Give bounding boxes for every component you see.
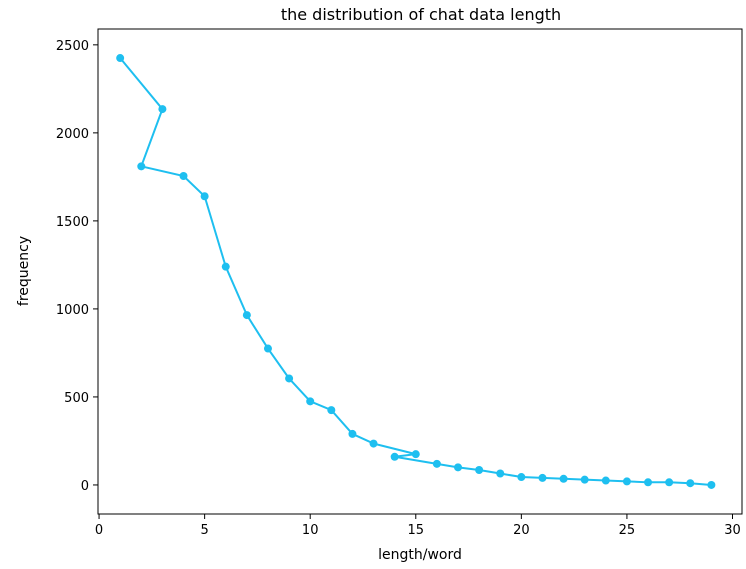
- series-line: [119, 57, 712, 486]
- data-point: [263, 344, 272, 353]
- data-point: [517, 473, 526, 482]
- data-point: [686, 479, 695, 488]
- data-point: [242, 311, 251, 320]
- data-point: [707, 480, 716, 489]
- y-axis: 0 500 1000 1500 2000 2500: [56, 39, 98, 494]
- data-point: [454, 463, 463, 472]
- data-point: [179, 171, 188, 180]
- data-point: [559, 474, 568, 483]
- data-point: [496, 469, 505, 478]
- data-point: [137, 162, 146, 171]
- data-point: [580, 475, 589, 484]
- y-tick-label: 2000: [56, 127, 89, 142]
- x-tick-label: 0: [95, 523, 103, 538]
- data-point: [475, 465, 484, 474]
- data-point: [327, 406, 336, 415]
- x-tick-label: 20: [513, 523, 530, 538]
- data-point: [306, 397, 315, 406]
- data-point: [200, 192, 209, 201]
- series-points: [116, 54, 716, 489]
- data-point: [285, 374, 294, 383]
- data-point: [411, 450, 420, 459]
- data-point: [348, 429, 357, 438]
- data-point: [601, 476, 610, 485]
- data-point: [538, 473, 547, 482]
- data-point: [644, 478, 653, 487]
- y-tick-label: 500: [64, 391, 89, 406]
- x-tick-label: 15: [408, 523, 425, 538]
- data-point: [158, 105, 167, 114]
- x-tick-label: 10: [302, 523, 319, 538]
- y-tick-label: 2500: [56, 39, 89, 54]
- y-tick-label: 0: [81, 479, 89, 494]
- data-point: [221, 262, 230, 271]
- plot-area: 0 5 10 15 20 25 30 0 500 1000 1500 2000 2500: [56, 28, 743, 538]
- x-axis: 0 5 10 15 20 25 30: [95, 514, 741, 538]
- y-tick-label: 1000: [56, 303, 89, 318]
- chart-title: the distribution of chat data length: [281, 5, 561, 24]
- plot-frame: [97, 28, 743, 515]
- data-point: [432, 459, 441, 468]
- data-point: [116, 54, 125, 63]
- data-point: [390, 452, 399, 461]
- data-point: [369, 439, 378, 448]
- x-tick-label: 5: [200, 523, 208, 538]
- data-point: [665, 478, 674, 487]
- y-axis-label: frequency: [16, 236, 32, 306]
- x-axis-label: length/word: [378, 547, 462, 563]
- x-tick-label: 25: [619, 523, 636, 538]
- y-tick-label: 1500: [56, 215, 89, 230]
- x-tick-label: 30: [724, 523, 741, 538]
- data-point: [622, 477, 631, 486]
